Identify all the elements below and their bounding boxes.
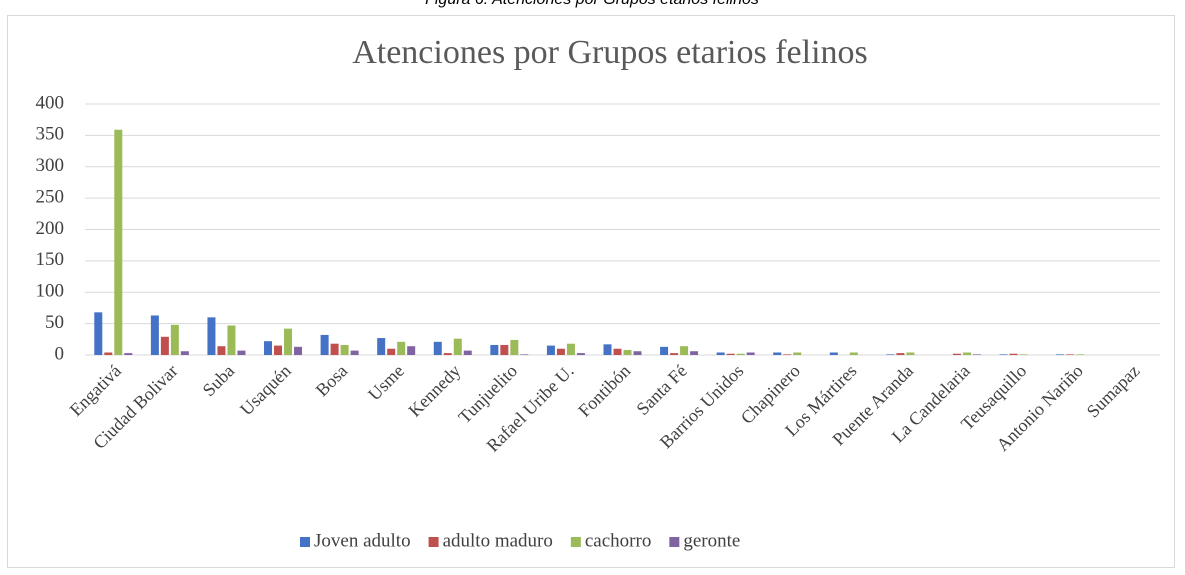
bar <box>170 324 179 355</box>
bar <box>320 334 329 355</box>
y-tick-label: 400 <box>36 92 65 113</box>
y-tick-label: 50 <box>45 312 64 333</box>
bar <box>453 338 462 355</box>
bar <box>690 351 699 355</box>
bar <box>613 348 622 355</box>
bar <box>150 315 159 355</box>
y-tick-label: 350 <box>36 124 65 145</box>
y-tick-label: 250 <box>36 186 65 207</box>
bar <box>350 350 359 355</box>
bar <box>294 346 303 355</box>
bar <box>217 346 226 355</box>
bar <box>793 352 802 355</box>
bar <box>962 352 971 355</box>
bar <box>829 352 838 355</box>
y-tick-label: 100 <box>36 281 65 302</box>
bar <box>114 129 123 355</box>
bar <box>1009 353 1018 355</box>
legend-label: adulto maduro <box>443 530 553 551</box>
bar <box>726 353 735 355</box>
bar <box>387 348 396 355</box>
bar <box>623 349 632 355</box>
legend-label: Joven adulto <box>314 530 411 551</box>
bar <box>906 352 915 355</box>
bar <box>633 351 642 355</box>
bar <box>670 353 679 355</box>
bar <box>972 354 981 355</box>
bar <box>94 312 103 355</box>
bar <box>180 351 189 355</box>
y-tick-label: 150 <box>36 249 65 270</box>
bar <box>520 354 529 355</box>
bar <box>773 352 782 355</box>
legend-swatch <box>300 537 310 547</box>
y-tick-label: 200 <box>36 218 65 239</box>
bar <box>264 341 273 355</box>
bar <box>377 338 386 355</box>
bar <box>104 352 113 355</box>
bar <box>340 344 349 355</box>
legend-swatch <box>570 537 581 547</box>
legend-label: cachorro <box>585 530 651 551</box>
bar <box>1056 354 1065 355</box>
bar <box>397 341 406 355</box>
bar <box>433 341 442 355</box>
bar <box>849 352 858 355</box>
bar <box>783 354 792 355</box>
bar <box>886 354 895 355</box>
bar <box>952 353 961 355</box>
bar <box>443 353 452 355</box>
bar <box>566 343 575 355</box>
bar <box>896 353 905 355</box>
bar <box>124 353 133 355</box>
bar <box>1066 354 1075 355</box>
chart-title: Atenciones por Grupos etarios felinos <box>352 34 868 71</box>
bar <box>407 346 416 355</box>
bar <box>500 344 509 355</box>
bar <box>556 348 565 355</box>
legend-swatch <box>669 537 680 547</box>
bar <box>603 344 612 355</box>
bar <box>660 346 669 355</box>
bar <box>546 345 555 355</box>
bar <box>227 325 236 355</box>
bar <box>463 350 472 355</box>
chart-border <box>7 15 1175 568</box>
legend-swatch <box>428 537 439 547</box>
legend-label: geronte <box>683 530 740 551</box>
bar <box>510 339 519 355</box>
bar <box>999 354 1008 355</box>
bar <box>284 328 293 355</box>
bar <box>1076 354 1085 355</box>
bar <box>207 317 216 355</box>
bar <box>274 345 283 355</box>
y-tick-label: 0 <box>55 343 65 364</box>
bar <box>490 344 499 355</box>
bar <box>736 353 745 355</box>
y-tick-label: 300 <box>36 155 65 176</box>
bar <box>746 352 755 355</box>
bar <box>237 350 246 355</box>
bar <box>330 343 339 355</box>
bar <box>716 352 725 355</box>
figure-caption: Figura 6. Atenciones por Grupos etarios … <box>425 0 759 8</box>
bar <box>680 346 689 355</box>
bar <box>576 353 585 355</box>
bar <box>1019 354 1028 355</box>
bar <box>160 336 169 355</box>
